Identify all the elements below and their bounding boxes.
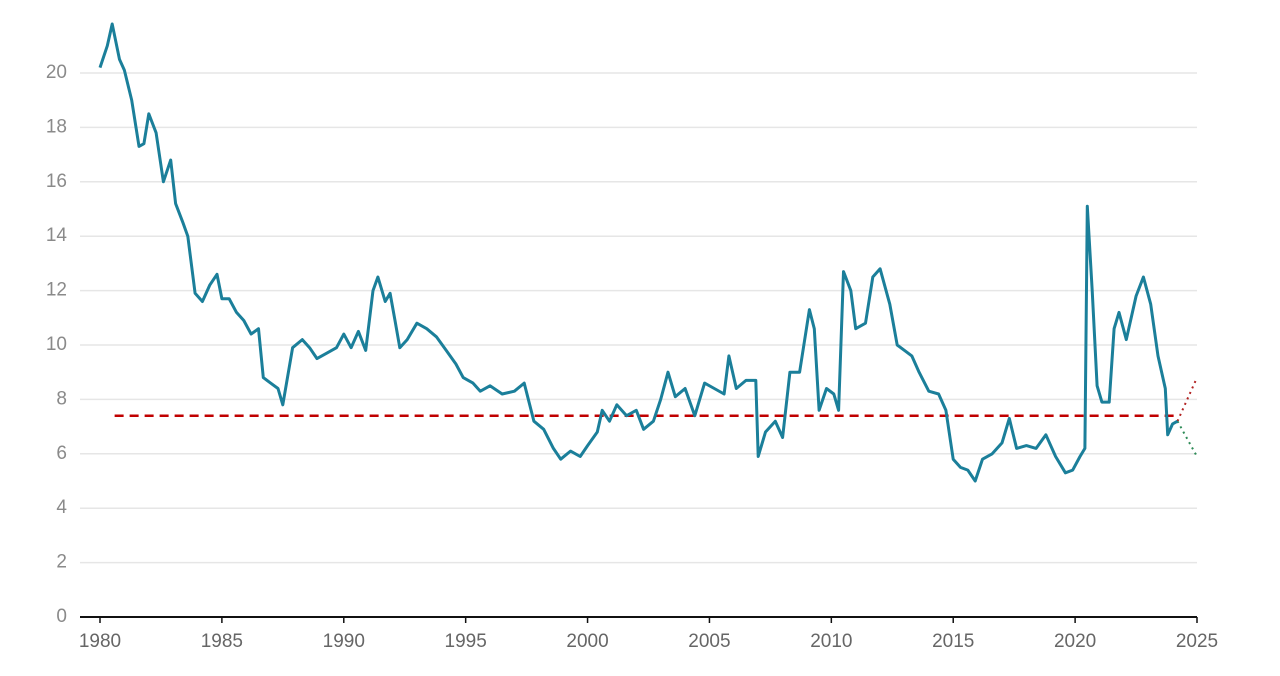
x-tick-label: 2005 <box>688 631 730 652</box>
x-tick-label: 2000 <box>566 631 608 652</box>
y-tick-label: 8 <box>56 388 67 409</box>
projection-line <box>1176 420 1198 457</box>
y-tick-label: 6 <box>56 443 67 464</box>
x-tick-label: 1985 <box>201 631 243 652</box>
y-tick-label: 16 <box>46 171 67 192</box>
y-tick-label: 2 <box>56 552 67 573</box>
y-tick-label: 20 <box>46 62 67 83</box>
y-tick-label: 4 <box>56 497 67 518</box>
projection-line <box>1176 377 1198 422</box>
y-tick-label: 10 <box>46 334 67 355</box>
x-tick-label: 2025 <box>1176 631 1218 652</box>
y-tick-label: 14 <box>46 225 68 246</box>
x-tick-label: 2015 <box>932 631 974 652</box>
x-tick-label: 1980 <box>79 631 121 652</box>
x-tick-label: 1990 <box>323 631 365 652</box>
y-tick-label: 12 <box>46 280 67 301</box>
x-tick-label: 1995 <box>445 631 487 652</box>
x-tick-label: 2010 <box>810 631 852 652</box>
y-tick-label: 18 <box>46 116 67 137</box>
y-tick-label: 0 <box>56 606 67 627</box>
series-line <box>98 22 1179 483</box>
x-tick-label: 2020 <box>1054 631 1096 652</box>
